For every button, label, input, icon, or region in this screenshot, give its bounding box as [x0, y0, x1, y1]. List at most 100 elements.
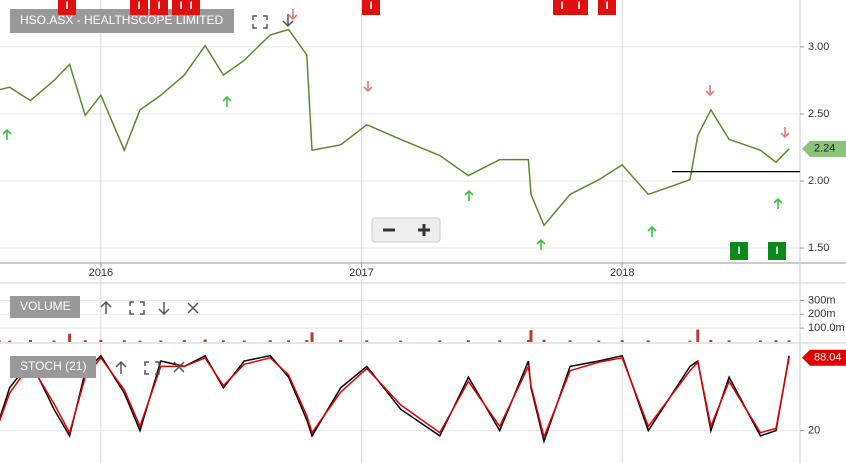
up-arrow: [773, 197, 783, 209]
volume-bar: [99, 339, 103, 342]
volume-bar: [597, 340, 601, 342]
volume-bar: [399, 340, 403, 342]
last-value-label: 88.04: [814, 352, 842, 364]
event-marker: [150, 0, 168, 15]
x-tick-label: 2017: [349, 267, 373, 279]
volume-bar: [83, 340, 87, 342]
y-tick-label: 2.00: [808, 175, 829, 187]
event-marker-label: I: [157, 0, 160, 12]
volume-bar: [221, 340, 225, 342]
event-marker-label: I: [775, 245, 778, 257]
y-tick-label: 100.0m: [808, 322, 845, 334]
close-icon[interactable]: [173, 361, 185, 373]
volume-bar: [787, 340, 791, 342]
up-arrow: [2, 128, 12, 140]
up-arrow: [536, 238, 546, 250]
title-box: [10, 296, 80, 318]
down-arrow: [705, 85, 715, 97]
title-box: [10, 356, 96, 378]
series-line: [0, 356, 790, 440]
event-marker: [570, 0, 588, 15]
event-marker-label: I: [137, 0, 140, 12]
chart-title: HSO.ASX - HEALTHSCOPE LIMITED: [20, 13, 223, 27]
volume-bar: [203, 339, 207, 342]
event-marker: [182, 0, 200, 15]
y-tick-label: 3.00: [808, 41, 829, 53]
volume-bar: [568, 340, 572, 342]
volume-bar: [365, 340, 369, 342]
volume-bar: [498, 340, 502, 342]
volume-bar: [466, 340, 470, 342]
zoom-control[interactable]: [371, 217, 441, 243]
volume-bar: [526, 340, 530, 342]
volume-bar: [438, 340, 442, 342]
event-marker: [730, 242, 748, 260]
volume-bar: [287, 340, 291, 342]
volume-bar: [758, 340, 762, 342]
event-marker-label: I: [189, 0, 192, 12]
up-arrow: [464, 189, 474, 201]
volume-bar: [542, 339, 546, 342]
event-marker-label: I: [369, 0, 372, 12]
event-marker: [130, 0, 148, 15]
volume-bar: [138, 340, 142, 342]
volume-bar: [68, 333, 72, 342]
event-marker-label: I: [179, 0, 182, 12]
volume-bar: [339, 339, 343, 342]
last-value-label: 2.24: [814, 143, 835, 155]
panel-title: VOLUME: [20, 299, 71, 313]
event-marker-label: I: [577, 0, 580, 12]
volume-bar: [727, 340, 731, 342]
volume-bar: [620, 340, 624, 342]
event-marker-label: I: [560, 0, 563, 12]
volume-bar: [182, 340, 186, 342]
volume-bar: [310, 332, 314, 342]
up-arrow: [647, 225, 657, 237]
y-tick-label: 1.50: [808, 242, 829, 254]
volume-bar: [242, 340, 246, 342]
volume-bar: [529, 330, 533, 342]
down-icon[interactable]: [158, 302, 170, 316]
up-icon[interactable]: [115, 360, 127, 374]
toolbar[interactable]: [100, 14, 294, 375]
volume-bar: [159, 340, 163, 342]
event-marker: [768, 242, 786, 260]
zoom-in[interactable]: [418, 224, 430, 236]
expand-icon[interactable]: [129, 301, 145, 315]
expand-icon[interactable]: [252, 15, 268, 29]
volume-bar: [52, 340, 56, 342]
up-icon[interactable]: [100, 300, 112, 314]
event-marker: [553, 0, 571, 15]
event-marker: [58, 0, 76, 15]
event-marker-label: I: [605, 0, 608, 12]
volume-bar: [688, 340, 692, 342]
down-arrow: [288, 9, 298, 21]
y-tick-label: 200m: [808, 308, 836, 320]
y-tick-label: 300m: [808, 294, 836, 306]
volume-bar: [8, 340, 12, 342]
volume-bar: [28, 340, 32, 342]
volume-bar: [696, 329, 700, 342]
y-tick-label: 2.50: [808, 108, 829, 120]
volume-bar: [774, 340, 778, 342]
volume-bar: [305, 340, 309, 342]
panel-title: STOCH (21): [20, 359, 86, 373]
volume-bar: [646, 340, 650, 342]
event-marker-label: I: [65, 0, 68, 12]
volume-bar: [0, 340, 1, 342]
event-marker: [362, 0, 380, 15]
down-arrow: [363, 81, 373, 93]
volume-bar: [709, 340, 713, 342]
event-marker-label: I: [737, 245, 740, 257]
expand-icon[interactable]: [144, 361, 160, 375]
close-icon[interactable]: [187, 302, 199, 314]
down-arrow: [780, 127, 790, 139]
last-value-tag: [802, 349, 846, 366]
last-value-tag: [802, 140, 846, 157]
x-tick-label: 2018: [610, 267, 634, 279]
down-icon[interactable]: [282, 14, 294, 28]
x-tick-label: 2016: [89, 267, 113, 279]
y-tick-label: 20: [808, 424, 820, 436]
